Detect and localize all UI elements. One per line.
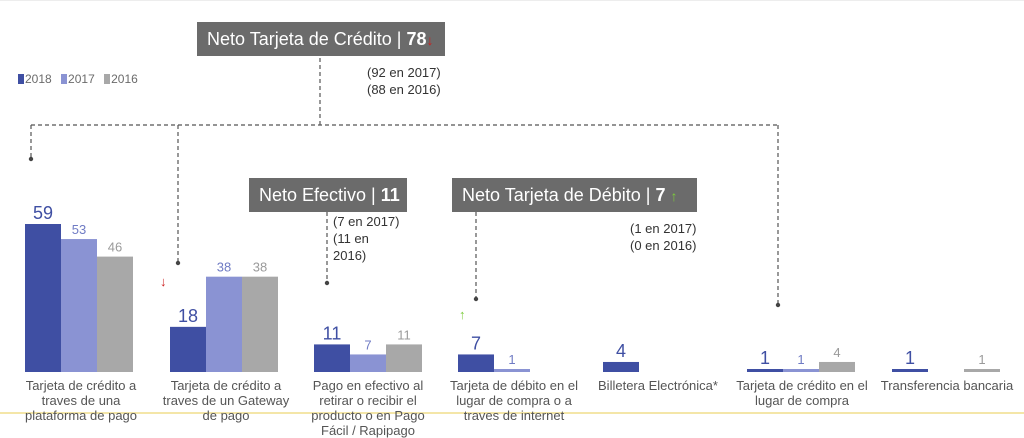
cash-header: Neto Efectivo | 11 (249, 178, 407, 212)
value-label: 53 (72, 222, 86, 237)
value-label: 1 (978, 352, 985, 367)
value-label: 18 (178, 306, 198, 326)
category-label: Tarjeta de débito en el lugar de compra … (450, 378, 578, 423)
legend-label-2016: 2016 (111, 72, 138, 86)
connector-end (775, 302, 781, 308)
bar-2017 (783, 369, 819, 372)
cash-note: (7 en 2017) (11 en 2016) (333, 214, 400, 263)
up-arrow-icon: ↑ (670, 188, 678, 204)
connector-end (473, 296, 479, 302)
category-label: Tarjeta de crédito a traves de una plata… (24, 378, 138, 423)
value-label: 7 (471, 333, 481, 353)
legend: 2018 2017 2016 (18, 72, 148, 87)
value-label: 4 (616, 341, 626, 361)
up-arrow-icon: ↑ (459, 307, 466, 322)
cash-header-label: Neto Efectivo | (259, 185, 376, 205)
bar-2017 (350, 354, 386, 372)
debit-header-value: 7 (655, 185, 666, 205)
bar-2018 (892, 369, 928, 372)
connector-end (175, 260, 181, 266)
bottom-divider (0, 412, 1024, 414)
bar-2018 (747, 369, 783, 372)
connector-end (324, 280, 330, 286)
debit-header-label: Neto Tarjeta de Débito | (462, 185, 651, 205)
credit-header-value: 78 (406, 29, 427, 49)
legend-item-2017: 2017 (61, 72, 95, 86)
value-label: 38 (253, 260, 267, 275)
connector-lines (28, 58, 781, 308)
bar-2016 (819, 361, 855, 372)
bar-2017 (206, 276, 242, 372)
credit-header: Neto Tarjeta de Crédito | 78↓ (197, 22, 445, 56)
legend-item-2018: 2018 (18, 72, 52, 86)
category-label: Transferencia bancaria (880, 378, 1014, 393)
bar-2016 (964, 369, 1000, 372)
down-arrow-icon: ↓ (160, 274, 167, 289)
category-label: Billetera Electrónica* (598, 378, 718, 393)
category-label: Pago en efectivo al retirar o recibir el… (311, 378, 425, 438)
top-divider (0, 0, 1024, 1)
value-label: 11 (397, 327, 411, 342)
bar-2017 (494, 369, 530, 372)
bar-2017 (61, 239, 97, 372)
value-label: 59 (33, 203, 53, 223)
bar-2016 (386, 344, 422, 372)
bar-2016 (97, 256, 133, 372)
bar-2018 (25, 224, 61, 372)
value-label: 1 (760, 348, 770, 368)
down-arrow-icon: ↓ (426, 32, 434, 48)
bar-2018 (314, 344, 350, 372)
value-label: 1 (508, 352, 515, 367)
value-label: 1 (905, 348, 915, 368)
value-label: 38 (217, 260, 231, 275)
credit-note: (92 en 2017) (88 en 2016) (367, 65, 441, 97)
bar-2018 (603, 361, 639, 372)
bar-2018 (170, 326, 206, 372)
credit-header-label: Neto Tarjeta de Crédito | (207, 29, 402, 49)
connector-end (28, 156, 34, 162)
legend-swatch-2018 (18, 74, 24, 84)
bar-2018 (458, 354, 494, 372)
value-label: 46 (108, 240, 122, 255)
bar-2016 (242, 276, 278, 372)
legend-label-2018: 2018 (25, 72, 52, 86)
legend-label-2017: 2017 (68, 72, 95, 86)
debit-note: (1 en 2017) (0 en 2016) (630, 221, 697, 253)
value-label: 11 (323, 323, 342, 343)
debit-header: Neto Tarjeta de Débito | 7 ↑ (452, 178, 697, 212)
category-label: Tarjeta de crédito a traves de un Gatewa… (162, 378, 290, 423)
legend-swatch-2017 (61, 74, 68, 84)
value-label: 1 (797, 352, 804, 367)
legend-swatch-2016 (104, 74, 111, 84)
cash-header-value: 11 (380, 185, 400, 205)
value-label: 4 (833, 345, 840, 360)
category-label: Tarjeta de crédito en el lugar de compra (736, 378, 868, 408)
value-label: 7 (364, 337, 371, 352)
legend-item-2016: 2016 (104, 72, 138, 86)
